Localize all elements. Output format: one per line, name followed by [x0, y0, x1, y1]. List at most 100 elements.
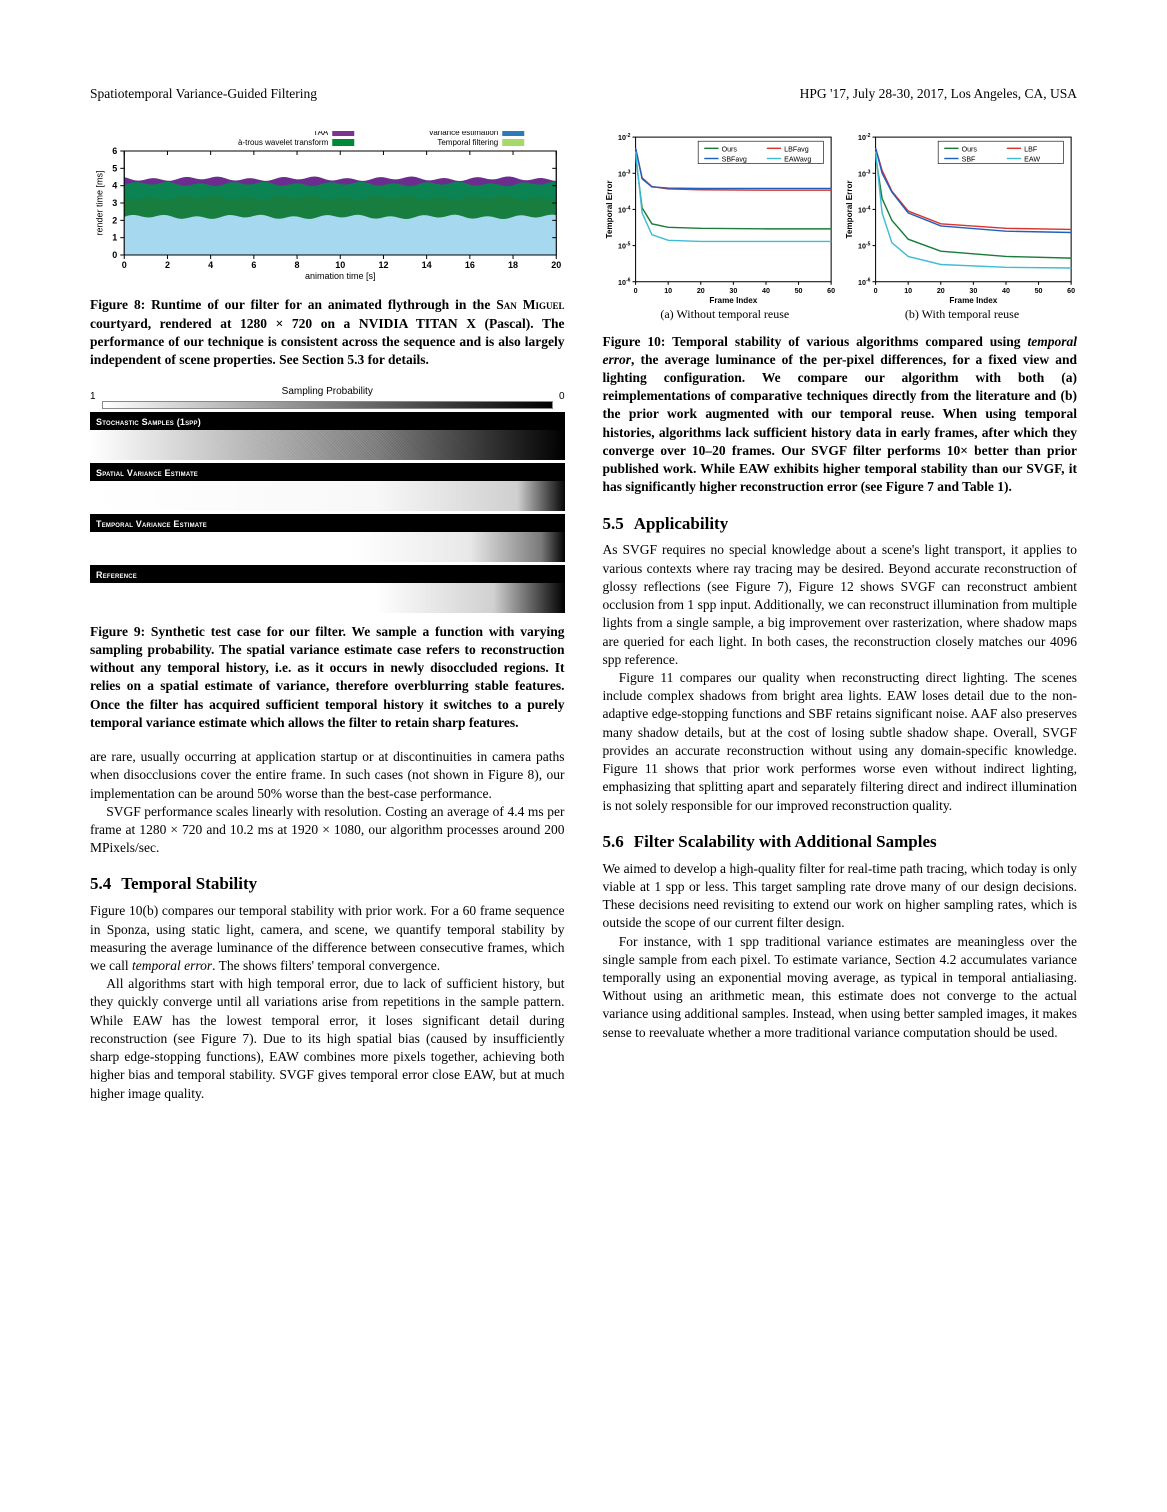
- header-left: Spatiotemporal Variance-Guided Filtering: [90, 85, 317, 103]
- svg-text:0: 0: [873, 287, 877, 295]
- svg-text:10: 10: [904, 287, 912, 295]
- svg-text:10-4: 10-4: [858, 206, 871, 215]
- svg-text:Temporal Error: Temporal Error: [605, 180, 614, 239]
- body-paragraph: Figure 10(b) compares our temporal stabi…: [90, 902, 565, 975]
- svg-text:10-2: 10-2: [858, 133, 871, 142]
- svg-text:10-5: 10-5: [618, 242, 631, 251]
- section-5-6-heading: 5.6 Filter Scalability with Additional Sa…: [603, 831, 1078, 854]
- section-title: Applicability: [634, 514, 728, 533]
- fig9-strip: Spatial Variance Estimate: [90, 463, 565, 511]
- svg-text:6: 6: [112, 146, 117, 156]
- fig10a-subcaption: (a) Without temporal reuse: [660, 306, 789, 322]
- svg-text:10-3: 10-3: [618, 169, 631, 178]
- svg-text:16: 16: [465, 260, 475, 270]
- svg-text:Variance estimation: Variance estimation: [429, 131, 499, 137]
- svg-text:10: 10: [664, 287, 672, 295]
- fig10a-chart: 10-6 10-5 10-4 10-3 10-2 0 10 20 30 40 50 60 Frame I…: [603, 131, 837, 304]
- svg-text:10-2: 10-2: [618, 133, 631, 142]
- left-column: 024681012141618200123456animation time […: [90, 131, 565, 1103]
- svg-text:SBF: SBF: [961, 156, 975, 164]
- svg-text:40: 40: [761, 287, 769, 295]
- svg-text:3: 3: [112, 198, 117, 208]
- svg-text:60: 60: [1067, 287, 1075, 295]
- fig9-strip: Stochastic Samples (1spp): [90, 412, 565, 460]
- svg-text:Temporal filtering: Temporal filtering: [437, 138, 498, 147]
- svg-text:Temporal Error: Temporal Error: [845, 180, 854, 239]
- fig9-strip: Reference: [90, 565, 565, 613]
- fig10-charts: 10-6 10-5 10-4 10-3 10-2 0 10 20 30 40 50 60 Frame I…: [603, 131, 1078, 304]
- body-paragraph: All algorithms start with high temporal …: [90, 975, 565, 1103]
- svg-text:10-6: 10-6: [858, 278, 871, 287]
- svg-text:8: 8: [295, 260, 300, 270]
- svg-text:0: 0: [122, 260, 127, 270]
- svg-text:TAA: TAA: [313, 131, 329, 137]
- svg-text:4: 4: [112, 181, 117, 191]
- right-column: 10-6 10-5 10-4 10-3 10-2 0 10 20 30 40 50 60 Frame I…: [603, 131, 1078, 1103]
- svg-text:10-6: 10-6: [618, 278, 631, 287]
- body-paragraph: SVGF performance scales linearly with re…: [90, 803, 565, 858]
- svg-text:10-3: 10-3: [858, 169, 871, 178]
- svg-text:LBFavg: LBFavg: [784, 146, 809, 154]
- two-column-layout: 024681012141618200123456animation time […: [90, 131, 1077, 1103]
- svg-text:30: 30: [729, 287, 737, 295]
- figure-10-caption: Figure 10: Temporal stability of various…: [603, 333, 1078, 497]
- fig9-legend: 1Sampling Probability0: [90, 385, 565, 409]
- svg-text:20: 20: [696, 287, 704, 295]
- body-paragraph: Figure 11 compares our quality when reco…: [603, 669, 1078, 815]
- svg-text:render time [ms]: render time [ms]: [94, 171, 104, 236]
- running-header: Spatiotemporal Variance-Guided Filtering…: [90, 85, 1077, 103]
- svg-text:12: 12: [378, 260, 388, 270]
- svg-text:18: 18: [508, 260, 518, 270]
- fig10b-subcaption: (b) With temporal reuse: [905, 306, 1019, 322]
- svg-text:10: 10: [335, 260, 345, 270]
- fig8-chart: 024681012141618200123456animation time […: [90, 131, 565, 281]
- svg-text:Frame Index: Frame Index: [949, 296, 997, 304]
- fig9-strip: Temporal Variance Estimate: [90, 514, 565, 562]
- svg-text:1: 1: [112, 233, 117, 243]
- svg-text:40: 40: [1002, 287, 1010, 295]
- figure-9-caption: Figure 9: Synthetic test case for our fi…: [90, 623, 565, 732]
- svg-text:14: 14: [422, 260, 432, 270]
- body-paragraph: For instance, with 1 spp traditional var…: [603, 933, 1078, 1042]
- svg-text:EAWavg: EAWavg: [784, 156, 811, 164]
- section-5-5-heading: 5.5 Applicability: [603, 513, 1078, 536]
- svg-text:EAW: EAW: [1024, 156, 1040, 164]
- svg-text:20: 20: [551, 260, 561, 270]
- header-right: HPG '17, July 28-30, 2017, Los Angeles, …: [800, 85, 1077, 103]
- fig10-subcaptions: (a) Without temporal reuse (b) With temp…: [603, 306, 1078, 322]
- svg-text:2: 2: [165, 260, 170, 270]
- svg-text:60: 60: [827, 287, 835, 295]
- figure-8: 024681012141618200123456animation time […: [90, 131, 565, 286]
- svg-text:4: 4: [208, 260, 213, 270]
- fig10b-chart: 10-6 10-5 10-4 10-3 10-2 0 10 20 30 40 50 60 Frame I…: [843, 131, 1077, 304]
- svg-text:2: 2: [112, 216, 117, 226]
- svg-text:20: 20: [937, 287, 945, 295]
- svg-text:Ours: Ours: [721, 146, 737, 154]
- section-5-4-heading: 5.4 Temporal Stability: [90, 873, 565, 896]
- svg-text:5: 5: [112, 164, 117, 174]
- body-paragraph: are rare, usually occurring at applicati…: [90, 748, 565, 803]
- svg-text:0: 0: [112, 250, 117, 260]
- section-title: Filter Scalability with Additional Sampl…: [634, 832, 937, 851]
- svg-text:0: 0: [633, 287, 637, 295]
- svg-text:à-trous wavelet transform: à-trous wavelet transform: [238, 138, 329, 147]
- section-title: Temporal Stability: [121, 874, 257, 893]
- svg-text:10-4: 10-4: [618, 206, 631, 215]
- section-number: 5.4: [90, 874, 111, 893]
- svg-text:SBFavg: SBFavg: [721, 156, 746, 164]
- svg-text:30: 30: [969, 287, 977, 295]
- svg-text:LBF: LBF: [1024, 146, 1038, 154]
- svg-text:Frame Index: Frame Index: [709, 296, 757, 304]
- svg-text:Ours: Ours: [961, 146, 977, 154]
- svg-text:50: 50: [794, 287, 802, 295]
- figure-10: 10-6 10-5 10-4 10-3 10-2 0 10 20 30 40 50 60 Frame I…: [603, 131, 1078, 322]
- svg-text:10-5: 10-5: [858, 242, 871, 251]
- svg-text:6: 6: [251, 260, 256, 270]
- section-number: 5.6: [603, 832, 624, 851]
- section-number: 5.5: [603, 514, 624, 533]
- svg-text:animation time [s]: animation time [s]: [305, 271, 376, 281]
- figure-9: 1Sampling Probability0 Stochastic Sample…: [90, 385, 565, 613]
- body-paragraph: We aimed to develop a high-quality filte…: [603, 860, 1078, 933]
- svg-text:50: 50: [1034, 287, 1042, 295]
- fig9-strips: Stochastic Samples (1spp)Spatial Varianc…: [90, 412, 565, 613]
